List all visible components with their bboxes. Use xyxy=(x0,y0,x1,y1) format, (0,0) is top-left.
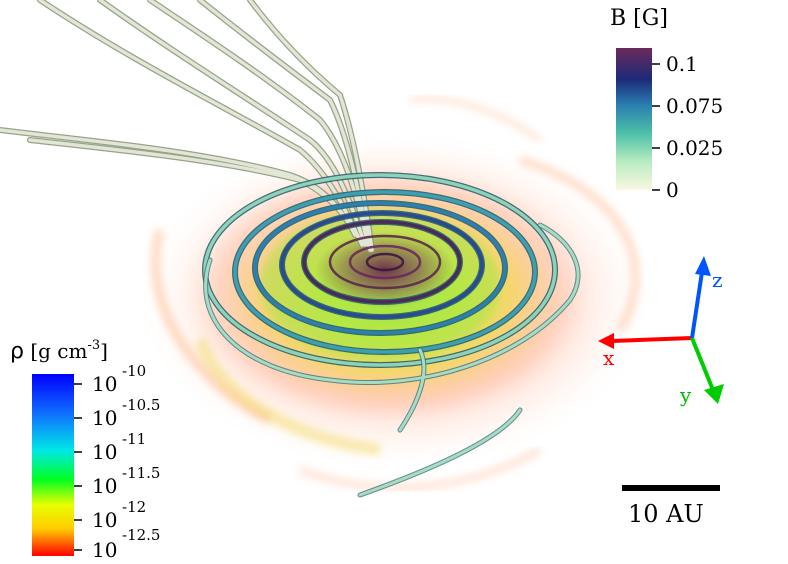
y-axis-label: y xyxy=(680,383,692,407)
x-axis-arrow xyxy=(611,336,693,343)
rho-colorbar-bar xyxy=(32,374,74,556)
z-axis-arrowhead xyxy=(695,256,711,276)
rho-tick-exp-4: -12 xyxy=(122,498,147,516)
rho-units-exp: -3 xyxy=(87,338,101,353)
field-lines-toroidal xyxy=(202,172,581,498)
b-colorbar-tick-0.075: 0.075 xyxy=(666,94,724,118)
rho-tick-base-3: 10 xyxy=(92,474,118,498)
rho-tick-base-4: 10 xyxy=(92,508,118,532)
y-axis-arrowhead xyxy=(704,384,724,404)
rho-tick-exp-5: -12.5 xyxy=(122,526,161,544)
rho-units: [g cm xyxy=(30,339,88,363)
rho-tick-base-1: 10 xyxy=(92,406,118,430)
scale-bar xyxy=(622,485,720,491)
rho-units-close: ] xyxy=(100,339,108,363)
b-colorbar-tick-0: 0 xyxy=(666,178,679,202)
b-colorbar-tick-0.1: 0.1 xyxy=(666,52,698,76)
b-colorbar-tick-0.025: 0.025 xyxy=(666,136,724,160)
rho-tick-exp-2: -11 xyxy=(122,430,147,448)
y-axis-arrow xyxy=(690,337,715,391)
rho-colorbar-label: ρ [g cm-3] xyxy=(10,338,108,364)
rho-tick-exp-0: -10 xyxy=(122,362,147,380)
rho-tick-exp-3: -11.5 xyxy=(122,464,161,482)
rho-colorbar-ticks xyxy=(74,383,82,551)
axes-triad xyxy=(598,256,724,404)
rho-tick-exp-1: -10.5 xyxy=(122,396,161,414)
b-colorbar-bar xyxy=(616,48,652,190)
rho-tick-base-2: 10 xyxy=(92,440,118,464)
x-axis-label: x xyxy=(603,346,615,370)
x-axis-arrowhead xyxy=(598,333,614,349)
rho-symbol: ρ xyxy=(10,339,24,364)
rho-tick-base-5: 10 xyxy=(92,538,118,562)
b-colorbar-label: B [G] xyxy=(610,6,668,31)
scale-bar-label: 10 AU xyxy=(628,500,704,528)
b-colorbar-ticks xyxy=(652,63,660,191)
rho-tick-base-0: 10 xyxy=(92,372,118,396)
z-axis-label: z xyxy=(712,268,723,292)
z-axis-arrow xyxy=(690,271,704,339)
